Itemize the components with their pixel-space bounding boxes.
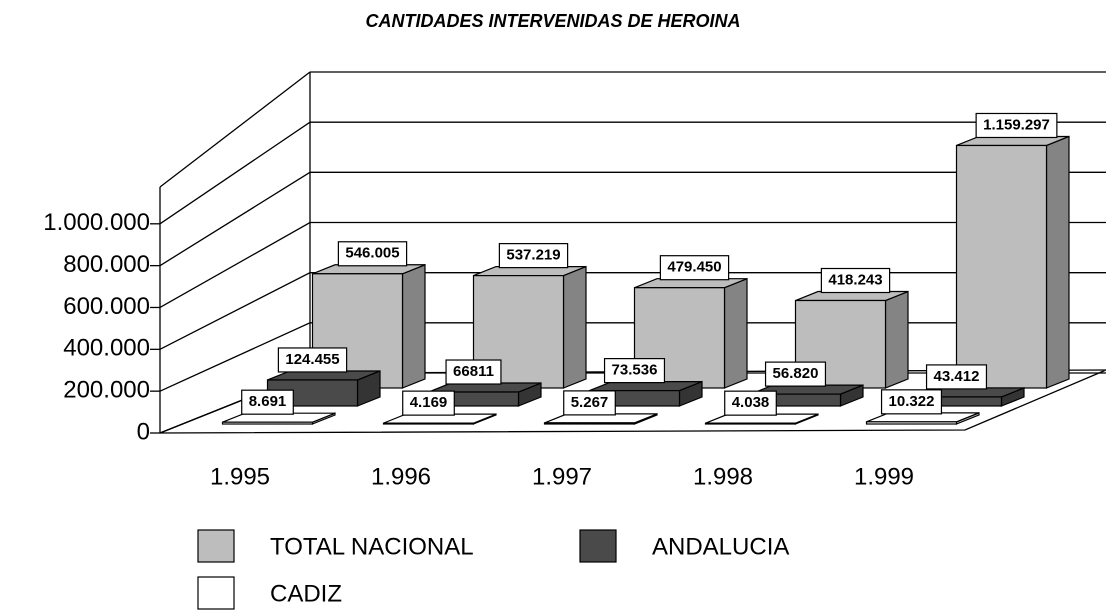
value-label-text: 537.219 (506, 247, 560, 264)
value-label-box (445, 359, 502, 385)
value-label-text: 1.159.297 (983, 116, 1050, 133)
bar-group (749, 384, 864, 407)
value-label-box (498, 243, 569, 269)
value-label-text: 73.536 (612, 362, 658, 379)
y-tick-label: 400.000 (63, 335, 150, 362)
bar (865, 421, 958, 425)
y-tick-label: 800.000 (63, 251, 150, 278)
bar (382, 422, 475, 425)
legend-label: ANDALUCIA (652, 533, 789, 560)
value-label-text: 5.267 (571, 394, 609, 411)
legend-label: TOTAL NACIONAL (270, 533, 474, 560)
x-tick-label: 1.998 (693, 463, 753, 490)
value-label-text: 4.038 (732, 394, 770, 411)
value-label: 5.267 (563, 390, 616, 416)
legend-label: CADIZ (270, 580, 342, 607)
bar-group (865, 411, 980, 425)
value-label-text: 4.169 (410, 394, 448, 411)
legend-swatch (579, 529, 617, 563)
value-label: 124.455 (277, 347, 348, 373)
y-tick-label: 600.000 (63, 293, 150, 320)
chart-title: CANTIDADES INTERVENIDAS DE HEROINA (365, 11, 740, 31)
value-label-box (337, 241, 408, 267)
bar-group (221, 412, 336, 425)
value-label: 56.820 (764, 361, 827, 387)
bar-side (1045, 135, 1070, 389)
value-label-text: 546.005 (345, 245, 399, 262)
x-tick-label: 1.999 (854, 463, 914, 490)
value-label: 10.322 (880, 389, 943, 415)
value-label-box (277, 347, 348, 373)
bar (543, 422, 636, 425)
legend-swatch (197, 576, 235, 610)
value-label: 43.412 (925, 364, 988, 390)
legend-swatch (197, 529, 235, 563)
value-label-text: 66811 (453, 363, 494, 380)
bar-group (794, 290, 909, 389)
value-label: 66811 (445, 359, 502, 385)
bar-group (472, 265, 587, 389)
value-label: 418.243 (820, 267, 891, 294)
bar-group (543, 413, 658, 425)
value-label-text: 56.820 (773, 365, 819, 382)
bar-side (884, 290, 909, 389)
grid-line (159, 171, 1106, 267)
value-label: 537.219 (498, 243, 569, 269)
value-label-box (764, 361, 827, 387)
bar (704, 422, 797, 425)
value-label-text: 43.412 (934, 368, 980, 385)
value-label-box (659, 255, 730, 281)
value-label-text: 10.322 (889, 393, 935, 410)
value-label-box (880, 389, 943, 415)
grid-line (159, 221, 1106, 309)
y-tick-label: 200.000 (63, 377, 150, 404)
value-label-box (820, 267, 891, 294)
x-tick-label: 1.997 (532, 463, 592, 490)
value-label: 4.169 (402, 390, 455, 416)
value-label: 546.005 (337, 241, 408, 267)
value-label-text: 418.243 (828, 271, 882, 288)
value-label-box (241, 389, 294, 415)
value-label: 1.159.297 (975, 112, 1058, 139)
bar (955, 144, 1048, 389)
bar-group (955, 135, 1070, 389)
left-wall-top (159, 71, 311, 188)
value-label-text: 479.450 (667, 259, 721, 276)
bar-side (401, 263, 426, 389)
value-label-box (975, 112, 1058, 139)
bar-side (562, 265, 587, 389)
bar-side (723, 277, 748, 389)
bar-group (704, 413, 819, 425)
value-label-box (603, 358, 666, 384)
value-label-box (563, 390, 616, 416)
value-label-text: 8.691 (249, 393, 287, 410)
bar (221, 421, 314, 425)
value-label: 73.536 (603, 358, 666, 384)
x-tick-label: 1.995 (210, 463, 270, 490)
value-label-box (402, 390, 455, 416)
grid-line (159, 121, 1106, 225)
y-tick-label: 1.000.000 (43, 209, 150, 236)
value-label-text: 124.455 (285, 351, 339, 368)
bar-group (382, 413, 497, 425)
value-label: 479.450 (659, 255, 730, 281)
value-label: 8.691 (241, 389, 294, 415)
x-tick-label: 1.996 (371, 463, 431, 490)
y-tick-label: 0 (137, 418, 150, 445)
value-label-box (724, 390, 777, 416)
value-label-box (925, 364, 988, 390)
value-label: 4.038 (724, 390, 777, 416)
